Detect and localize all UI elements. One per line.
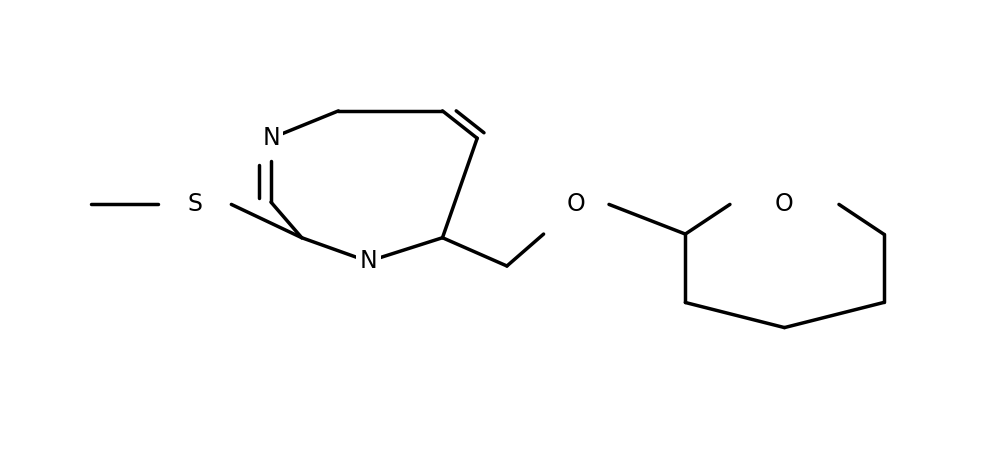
Text: N: N (359, 249, 377, 274)
Text: S: S (187, 192, 202, 216)
Text: N: N (262, 126, 280, 150)
Text: O: O (775, 192, 794, 216)
Text: O: O (567, 192, 585, 216)
